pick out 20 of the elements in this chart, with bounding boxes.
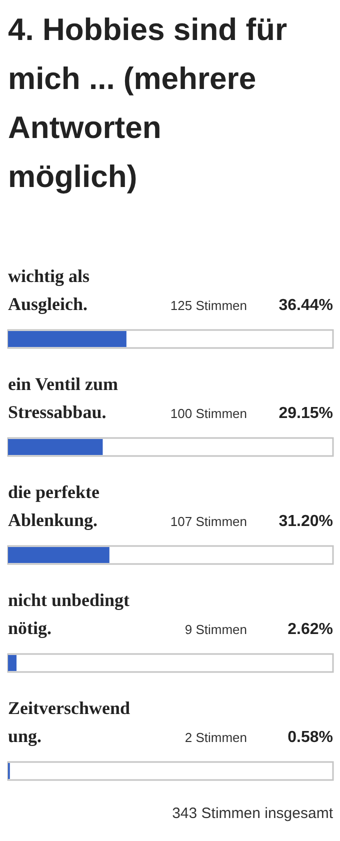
data-label: 29.15% [278,405,333,422]
bar [8,655,17,671]
annotation: 125 Stimmen [170,298,247,313]
y-tick-label: die perfekte Ablenkung. [8,482,100,530]
data-label: 0.58% [288,729,333,746]
annotation: 2 Stimmen [184,730,247,745]
y-tick-label: wichtig als Ausgleich. [8,266,90,314]
y-tick-label: ein Ventil zum Stressabbau. [8,374,118,422]
bar [8,547,110,563]
annotation: 9 Stimmen [184,622,247,637]
annotation: 107 Stimmen [170,514,247,529]
text: 343 Stimmen insgesamt [172,805,334,822]
data-label: 31.20% [278,513,333,530]
y-tick-label: Zeitverschwendung. [8,698,130,746]
bar [8,439,103,455]
chart-title: 4. Hobbies sind für mich ... (mehrere Antworten möglich) [8,12,288,194]
data-label: 36.44% [278,297,333,314]
annotation: 100 Stimmen [170,406,247,421]
y-tick-label: nicht unbedingt nötig. [8,590,130,638]
data-label: 2.62% [288,621,333,638]
